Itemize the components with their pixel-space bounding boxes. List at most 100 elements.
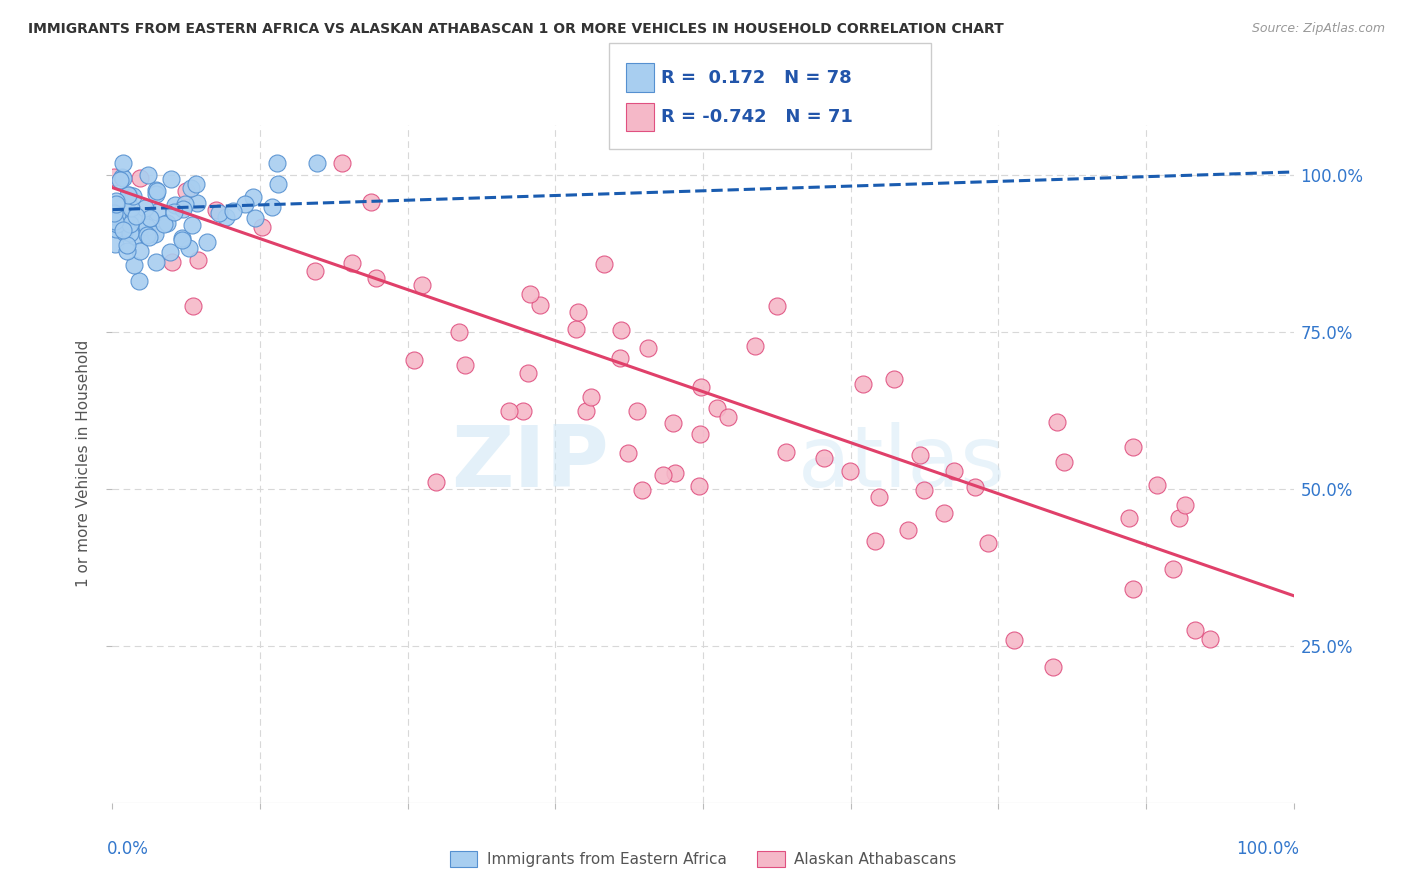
Point	[330, 155, 353, 169]
Point	[197, 235, 219, 249]
Point	[105, 194, 128, 208]
Point	[128, 244, 150, 259]
Point	[111, 199, 134, 213]
Point	[134, 201, 156, 215]
Point	[839, 464, 862, 478]
Point	[187, 252, 209, 267]
Point	[775, 445, 797, 459]
Point	[1198, 632, 1220, 646]
Point	[103, 209, 125, 223]
Point	[112, 225, 135, 239]
Point	[111, 222, 134, 236]
Point	[932, 506, 955, 520]
Point	[120, 217, 142, 231]
Point	[626, 404, 648, 418]
Point	[163, 198, 186, 212]
Point	[706, 401, 728, 416]
Point	[689, 379, 711, 393]
Legend: Immigrants from Eastern Africa, Alaskan Athabascans: Immigrants from Eastern Africa, Alaskan …	[444, 845, 962, 873]
Point	[118, 206, 141, 220]
Y-axis label: 1 or more Vehicles in Household: 1 or more Vehicles in Household	[76, 340, 91, 588]
Point	[156, 216, 179, 230]
Point	[943, 464, 966, 478]
Point	[107, 201, 129, 215]
Point	[360, 194, 382, 209]
Text: ZIP: ZIP	[451, 422, 609, 506]
Point	[145, 184, 167, 198]
Text: atlas: atlas	[797, 422, 1005, 506]
Point	[129, 170, 152, 185]
Point	[145, 183, 167, 197]
Point	[135, 220, 157, 235]
Point	[143, 227, 166, 242]
Point	[128, 274, 150, 288]
Point	[579, 391, 602, 405]
Point	[172, 233, 194, 247]
Point	[186, 196, 208, 211]
Point	[163, 204, 186, 219]
Point	[1118, 510, 1140, 524]
Point	[111, 198, 134, 212]
Point	[1045, 415, 1067, 429]
Point	[652, 468, 675, 483]
Point	[110, 213, 132, 227]
Point	[124, 229, 146, 244]
Point	[181, 218, 204, 232]
Point	[180, 181, 202, 195]
Point	[152, 217, 174, 231]
Point	[118, 209, 141, 223]
Point	[267, 177, 290, 191]
Point	[184, 177, 207, 191]
Point	[813, 450, 835, 465]
Point	[160, 254, 183, 268]
Point	[744, 339, 766, 353]
Point	[512, 404, 534, 418]
Point	[145, 255, 167, 269]
Point	[103, 206, 125, 220]
Point	[766, 299, 789, 313]
Point	[631, 483, 654, 497]
Point	[122, 258, 145, 272]
Point	[242, 190, 264, 204]
Point	[567, 305, 589, 319]
Point	[172, 231, 194, 245]
Point	[105, 207, 128, 221]
Point	[717, 409, 740, 424]
Point	[366, 271, 388, 285]
Point	[863, 533, 886, 548]
Point	[104, 221, 127, 235]
Point	[122, 189, 145, 203]
Text: 100.0%: 100.0%	[1236, 840, 1299, 858]
Point	[1184, 623, 1206, 637]
Point	[1146, 478, 1168, 492]
Point	[868, 491, 890, 505]
Point	[181, 299, 204, 313]
Point	[307, 155, 329, 169]
Point	[111, 171, 134, 186]
Point	[454, 358, 477, 372]
Point	[111, 169, 134, 184]
Point	[159, 172, 181, 186]
Point	[117, 237, 139, 252]
Point	[662, 417, 685, 431]
Point	[529, 298, 551, 312]
Point	[425, 475, 447, 489]
Point	[118, 187, 141, 202]
Point	[447, 325, 470, 339]
Text: 0.0%: 0.0%	[107, 840, 149, 858]
Point	[260, 200, 283, 214]
Text: R = -0.742   N = 71: R = -0.742 N = 71	[661, 108, 852, 126]
Point	[215, 210, 238, 224]
Point	[104, 213, 127, 227]
Point	[519, 287, 541, 301]
Point	[266, 155, 288, 169]
Point	[222, 204, 245, 219]
Point	[1002, 632, 1025, 647]
Point	[1167, 511, 1189, 525]
Point	[411, 277, 433, 292]
Point	[976, 535, 998, 549]
Point	[129, 213, 152, 227]
Point	[609, 351, 631, 365]
Point	[565, 322, 588, 336]
Point	[609, 323, 631, 337]
